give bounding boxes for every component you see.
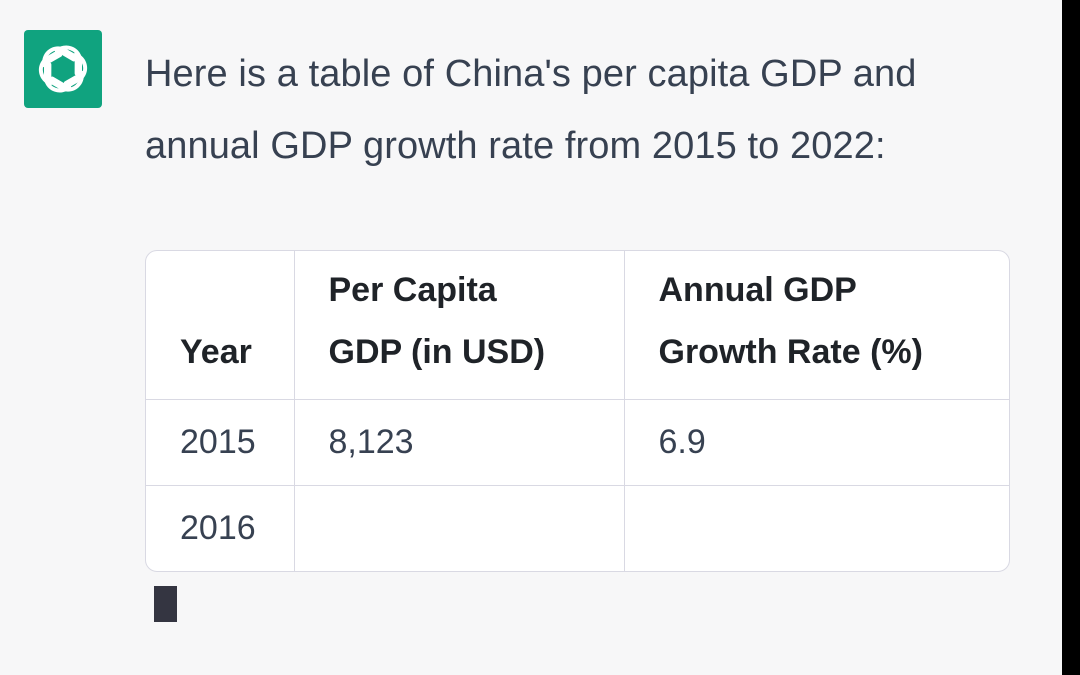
cell-growth-rate: [624, 485, 1009, 571]
gdp-table: Year Per Capita GDP (in USD) Annual GDP …: [146, 251, 1009, 571]
table-row: 2016: [146, 485, 1009, 571]
header-year-label: Year: [180, 332, 252, 371]
gdp-table-container: Year Per Capita GDP (in USD) Annual GDP …: [145, 250, 1010, 572]
assistant-avatar: [24, 30, 102, 108]
table-header-row: Year Per Capita GDP (in USD) Annual GDP …: [146, 251, 1009, 400]
header-per-capita-line-2: GDP (in USD): [328, 332, 546, 371]
header-per-capita-line-1: Per Capita: [328, 270, 497, 309]
openai-logo-icon: [38, 45, 88, 93]
header-growth-rate: Annual GDP Growth Rate (%): [624, 251, 1009, 400]
cell-year: 2016: [146, 485, 295, 571]
cell-year: 2015: [146, 399, 295, 486]
assistant-message: Here is a table of China's per capita GD…: [145, 38, 1025, 182]
header-growth-line-2: Growth Rate (%): [658, 332, 923, 371]
message-intro-text: Here is a table of China's per capita GD…: [145, 38, 1025, 182]
streaming-cursor: [154, 586, 177, 622]
intro-line-1: Here is a table of China's per capita GD…: [145, 53, 917, 95]
header-year: Year: [146, 251, 295, 400]
cell-per-capita-gdp: [294, 485, 625, 571]
header-growth-line-1: Annual GDP: [658, 270, 857, 309]
cell-per-capita-gdp: 8,123: [294, 399, 625, 486]
table-row: 2015 8,123 6.9: [146, 399, 1009, 486]
intro-line-2: annual GDP growth rate from 2015 to 2022…: [145, 125, 886, 167]
cell-growth-rate: 6.9: [624, 399, 1009, 486]
header-per-capita-gdp: Per Capita GDP (in USD): [294, 251, 625, 400]
